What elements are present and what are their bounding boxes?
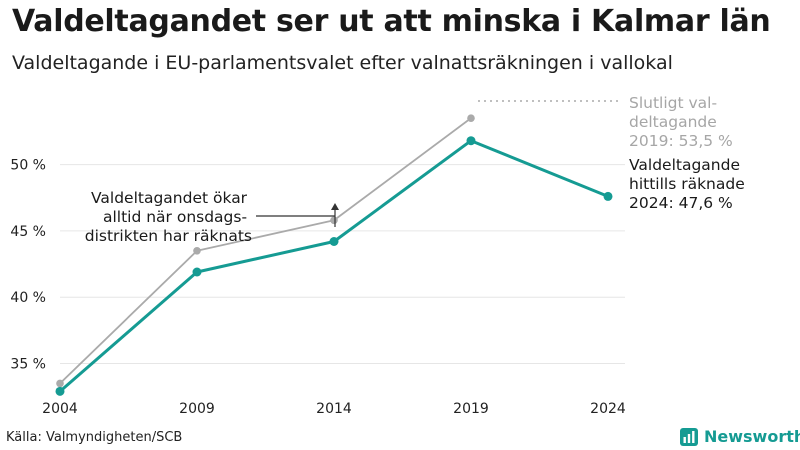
chart-title: Valdeltagandet ser ut att minska i Kalma… bbox=[12, 4, 771, 39]
final-value-label: Slutligt val- deltagande 2019: 53,5 % bbox=[629, 94, 733, 150]
final-turnout-point bbox=[56, 379, 64, 388]
note-arrow-icon bbox=[331, 203, 339, 210]
note-label: Valdeltagandet ökar alltid när onsdags- … bbox=[85, 189, 252, 245]
brand-name: Newsworthy bbox=[704, 427, 800, 446]
x-tick-label: 2019 bbox=[453, 401, 489, 417]
current-turnout-point bbox=[466, 136, 476, 146]
current-turnout-point bbox=[603, 191, 613, 201]
y-tick-label: 40 % bbox=[10, 290, 46, 306]
note-connector bbox=[256, 208, 336, 227]
x-tick-label: 2014 bbox=[316, 401, 352, 417]
y-tick-label: 45 % bbox=[10, 224, 46, 240]
current-value-label: Valdeltagande hittills räknade 2024: 47,… bbox=[629, 156, 750, 212]
y-tick-label: 50 % bbox=[10, 158, 46, 174]
y-tick-label: 35 % bbox=[10, 357, 46, 373]
chart-subtitle: Valdeltagande i EU-parlamentsvalet efter… bbox=[12, 52, 673, 74]
current-turnout-line bbox=[59, 139, 609, 393]
x-tick-label: 2024 bbox=[590, 401, 626, 417]
current-turnout-point bbox=[55, 386, 65, 396]
x-tick-label: 2004 bbox=[42, 401, 78, 417]
bar-chart-icon bbox=[680, 427, 698, 446]
final-turnout-point bbox=[193, 246, 201, 255]
brand-logo: Newsworthy bbox=[680, 427, 800, 446]
current-turnout-point bbox=[329, 237, 339, 246]
final-turnout-point bbox=[467, 114, 475, 122]
source-note: Källa: Valmyndigheten/SCB bbox=[6, 430, 183, 445]
x-tick-label: 2009 bbox=[179, 401, 215, 417]
final-turnout-point bbox=[330, 216, 338, 225]
final-turnout-line bbox=[59, 117, 472, 385]
current-turnout-point bbox=[192, 267, 202, 277]
